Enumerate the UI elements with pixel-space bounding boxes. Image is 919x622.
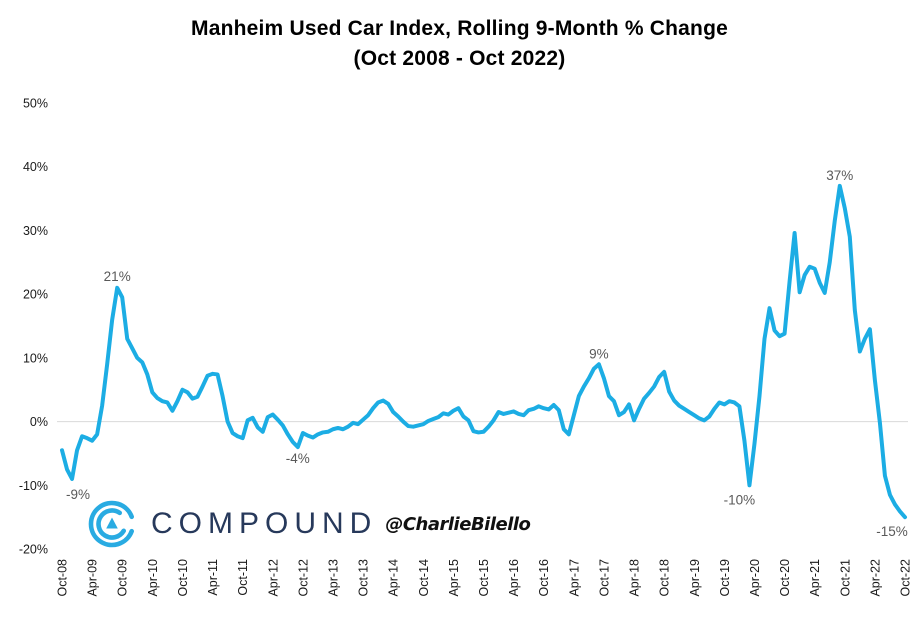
x-axis-tick-label: Apr-20 bbox=[748, 559, 762, 597]
data-point-label: 9% bbox=[589, 346, 609, 361]
x-axis-tick-label: Oct-10 bbox=[176, 559, 190, 597]
x-axis-tick-label: Apr-16 bbox=[507, 559, 521, 597]
x-axis-tick-label: Apr-13 bbox=[327, 559, 341, 597]
x-axis-tick-label: Oct-19 bbox=[718, 559, 732, 597]
x-axis-tick-label: Apr-12 bbox=[266, 559, 280, 597]
logo-triangle bbox=[106, 517, 118, 529]
x-axis-tick-label: Oct-15 bbox=[477, 559, 491, 597]
x-axis-tick-label: Apr-09 bbox=[86, 559, 100, 597]
chart-title-line2: (Oct 2008 - Oct 2022) bbox=[353, 47, 566, 70]
y-axis-tick-label: 20% bbox=[23, 288, 48, 302]
chart-title-line1: Manheim Used Car Index, Rolling 9-Month … bbox=[191, 17, 728, 40]
x-axis-tick-label: Apr-19 bbox=[688, 559, 702, 597]
x-axis-tick-label: Apr-11 bbox=[206, 559, 220, 596]
y-axis-tick-label: -20% bbox=[19, 543, 48, 557]
x-axis-tick-label: Oct-18 bbox=[658, 559, 672, 597]
x-axis-tick-label: Oct-09 bbox=[116, 559, 130, 597]
x-axis-tick-label: Apr-10 bbox=[146, 559, 160, 597]
x-axis-tick-label: Oct-13 bbox=[357, 559, 371, 597]
data-point-label: -15% bbox=[876, 524, 908, 539]
y-axis-tick-label: -10% bbox=[19, 479, 48, 493]
x-axis-tick-label: Apr-22 bbox=[868, 559, 882, 597]
y-axis-tick-label: 40% bbox=[23, 160, 48, 174]
x-axis-tick-label: Apr-15 bbox=[447, 559, 461, 597]
x-axis-tick-label: Oct-12 bbox=[296, 559, 310, 597]
x-axis-tick-label: Oct-22 bbox=[899, 559, 913, 597]
x-axis-tick-label: Oct-20 bbox=[778, 559, 792, 597]
y-axis-tick-label: 30% bbox=[23, 224, 48, 238]
x-axis-tick-label: Apr-18 bbox=[628, 559, 642, 597]
brand-handle: @CharlieBilello bbox=[385, 513, 531, 535]
series-line bbox=[60, 183, 907, 520]
x-axis-tick-label: Oct-16 bbox=[537, 559, 551, 597]
x-axis-tick-label: Oct-21 bbox=[838, 559, 852, 597]
data-point-label: -9% bbox=[66, 487, 90, 502]
y-axis-tick-label: 10% bbox=[23, 351, 48, 365]
x-axis-tick-label: Oct-11 bbox=[236, 559, 250, 596]
brand-watermark: COMPOUND @CharlieBilello bbox=[86, 497, 531, 551]
brand-name: COMPOUND bbox=[151, 507, 378, 540]
y-axis-tick-label: 50% bbox=[23, 97, 48, 111]
x-axis-tick-label: Oct-14 bbox=[417, 559, 431, 597]
data-point-label: -4% bbox=[286, 451, 310, 466]
x-axis-tick-label: Apr-21 bbox=[808, 559, 822, 597]
data-point-label: 21% bbox=[104, 269, 131, 284]
x-axis-tick-label: Oct-08 bbox=[56, 559, 70, 597]
data-point-label: 37% bbox=[826, 168, 853, 183]
x-axis-tick-label: Apr-17 bbox=[567, 559, 581, 597]
compound-logo-icon bbox=[88, 500, 134, 548]
x-axis-tick-label: Oct-17 bbox=[597, 559, 611, 597]
y-axis-tick-label: 0% bbox=[30, 415, 48, 429]
chart-title: Manheim Used Car Index, Rolling 9-Month … bbox=[0, 14, 919, 74]
x-axis-tick-label: Apr-14 bbox=[387, 559, 401, 597]
data-point-label: -10% bbox=[724, 492, 756, 507]
